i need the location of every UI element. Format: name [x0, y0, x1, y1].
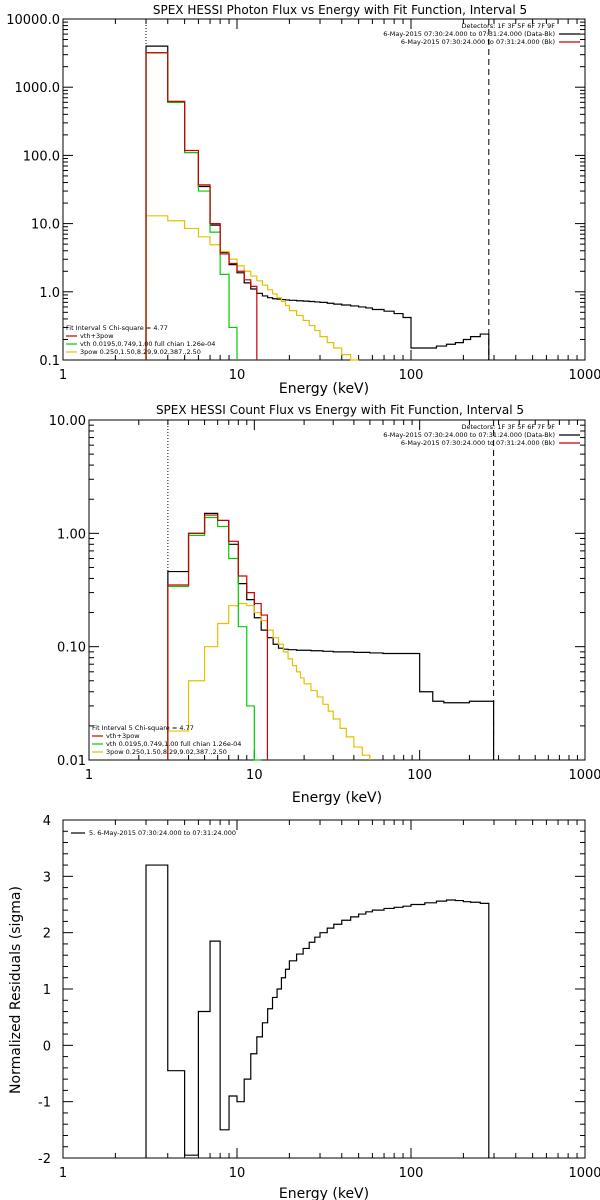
x-tick-label: 100 — [407, 768, 432, 783]
y-tick-label: 0.01 — [57, 754, 86, 769]
photon-flux-legend-topright: Detectors: 1F 3F 5F 6F 7F 9F6-May-2015 0… — [383, 22, 580, 46]
y-tick-label: 0.1 — [39, 354, 60, 369]
count-flux-x-ticks: 1 10 100 1000 — [85, 420, 600, 783]
x-tick-label: 10 — [229, 368, 246, 383]
count-flux-legend-bottomleft: Fit Interval 5 Chi-square = 4.77vth+3pow… — [92, 724, 241, 756]
residuals-x-axis-label: Energy (keV) — [279, 1186, 369, 1200]
photon-flux-y-ticks: 0.1 1.0 10.0 100.0 1000.0 10000.0 — [6, 13, 585, 369]
x-tick-label: 10 — [246, 768, 263, 783]
residuals-panel: 1 10 100 1000 -2 -1 0 1 2 3 4 5. 6-May-2015 07:30… — [8, 814, 600, 1200]
legend-topright-entry: 6-May-2015 07:30:24.000 to 07:31:24.000 … — [383, 30, 555, 38]
residual-legend-label: 5. 6-May-2015 07:30:24.000 to 07:31:24.0… — [89, 829, 236, 837]
y-tick-label: -1 — [38, 1096, 51, 1111]
photon-flux-panel: SPEX HESSI Photon Flux vs Energy with Fi… — [6, 3, 600, 397]
y-tick-label: 3 — [43, 870, 51, 885]
y-tick-label: 10000.0 — [6, 13, 60, 28]
photon-flux-x-ticks: 1 10 100 1000 — [59, 19, 600, 383]
count-flux-x-axis-label: Energy (keV) — [292, 790, 382, 806]
x-tick-label: 1000 — [568, 768, 600, 783]
residuals-x-ticks: 1 10 100 1000 — [59, 820, 600, 1181]
count-flux-plot-frame — [88, 419, 586, 761]
y-tick-label: -2 — [38, 1152, 51, 1167]
y-tick-label: 0.10 — [57, 641, 86, 656]
series-power_law — [145, 215, 359, 361]
x-tick-label: 10 — [229, 1166, 246, 1181]
series-total — [145, 45, 490, 360]
legend-bottomleft-entry: Fit Interval 5 Chi-square = 4.77 — [66, 324, 168, 332]
legend-topright-entry: 6-May-2015 07:30:24.000 to 07:31:24.000 … — [401, 439, 555, 447]
photon-flux-x-axis-label: Energy (keV) — [279, 381, 369, 397]
x-tick-label: 1 — [59, 368, 67, 383]
legend-topright-entry: Detectors: 1F 3F 5F 6F 7F 9F — [461, 423, 555, 431]
y-tick-label: 1.0 — [39, 286, 60, 301]
residuals-y-ticks: -2 -1 0 1 2 3 4 — [38, 814, 585, 1167]
x-tick-label: 1 — [59, 1166, 67, 1181]
y-tick-label: 4 — [43, 814, 51, 829]
legend-bottomleft-entry: Fit Interval 5 Chi-square = 4.77 — [92, 724, 194, 732]
count-flux-y-ticks: 0.01 0.10 1.00 10.00 — [49, 414, 585, 769]
x-tick-label: 100 — [399, 368, 424, 383]
series-fit_total — [145, 52, 258, 360]
y-tick-label: 1 — [43, 983, 51, 998]
x-tick-label: 1000 — [568, 1166, 600, 1181]
y-tick-label: 2 — [43, 927, 51, 942]
legend-bottomleft-entry: vth 0.0195,0.749,1.00 full chian 1.26e-0… — [106, 740, 241, 748]
legend-bottomleft-entry: vth+3pow — [106, 732, 140, 740]
residuals-marks — [145, 864, 490, 1158]
residuals-y-axis-label: Normalized Residuals (sigma) — [8, 886, 24, 1094]
count-flux-title: SPEX HESSI Count Flux vs Energy with Fit… — [156, 403, 524, 417]
legend-bottomleft-entry: vth+3pow — [80, 332, 114, 340]
photon-flux-plot-frame — [62, 18, 586, 361]
legend-topright-entry: 6-May-2015 07:30:24.000 to 07:31:24.000 … — [383, 431, 555, 439]
legend-topright-entry: Detectors: 1F 3F 5F 6F 7F 9F — [461, 22, 555, 30]
y-tick-label: 0 — [43, 1039, 51, 1054]
legend-bottomleft-entry: 3pow 0.250,1.50,8.29,9.02,387.,2.50 — [106, 748, 227, 756]
y-tick-label: 1.00 — [57, 527, 86, 542]
series-total — [167, 512, 495, 760]
y-tick-label: 10.0 — [31, 218, 60, 233]
series-fit_total — [167, 514, 269, 760]
y-tick-label: 10.00 — [49, 414, 86, 429]
series-total — [145, 864, 490, 1158]
count-flux-legend-topright: Detectors: 1F 3F 5F 6F 7F 9F6-May-2015 0… — [383, 423, 580, 447]
legend-topright-entry: 6-May-2015 07:30:24.000 to 07:31:24.000 … — [401, 38, 555, 46]
photon-flux-legend-bottomleft: Fit Interval 5 Chi-square = 4.77vth+3pow… — [66, 324, 215, 356]
count-flux-marks — [167, 420, 495, 761]
x-tick-label: 1000 — [568, 368, 600, 383]
x-tick-label: 100 — [399, 1166, 424, 1181]
legend-bottomleft-entry: 3pow 0.250,1.50,8.29,9.02,387.,2.50 — [80, 348, 201, 356]
legend-bottomleft-entry: vth 0.0195,0.749,1.00 full chian 1.26e-0… — [80, 340, 215, 348]
y-tick-label: 100.0 — [23, 149, 60, 164]
residuals-legend: 5. 6-May-2015 07:30:24.000 to 07:31:24.0… — [71, 829, 236, 837]
count-flux-panel: SPEX HESSI Count Flux vs Energy with Fit… — [49, 403, 600, 806]
y-tick-label: 1000.0 — [15, 81, 61, 96]
photon-flux-marks — [145, 19, 490, 361]
x-tick-label: 1 — [85, 768, 93, 783]
photon-flux-title: SPEX HESSI Photon Flux vs Energy with Fi… — [153, 3, 527, 17]
series-power_law — [167, 602, 371, 760]
